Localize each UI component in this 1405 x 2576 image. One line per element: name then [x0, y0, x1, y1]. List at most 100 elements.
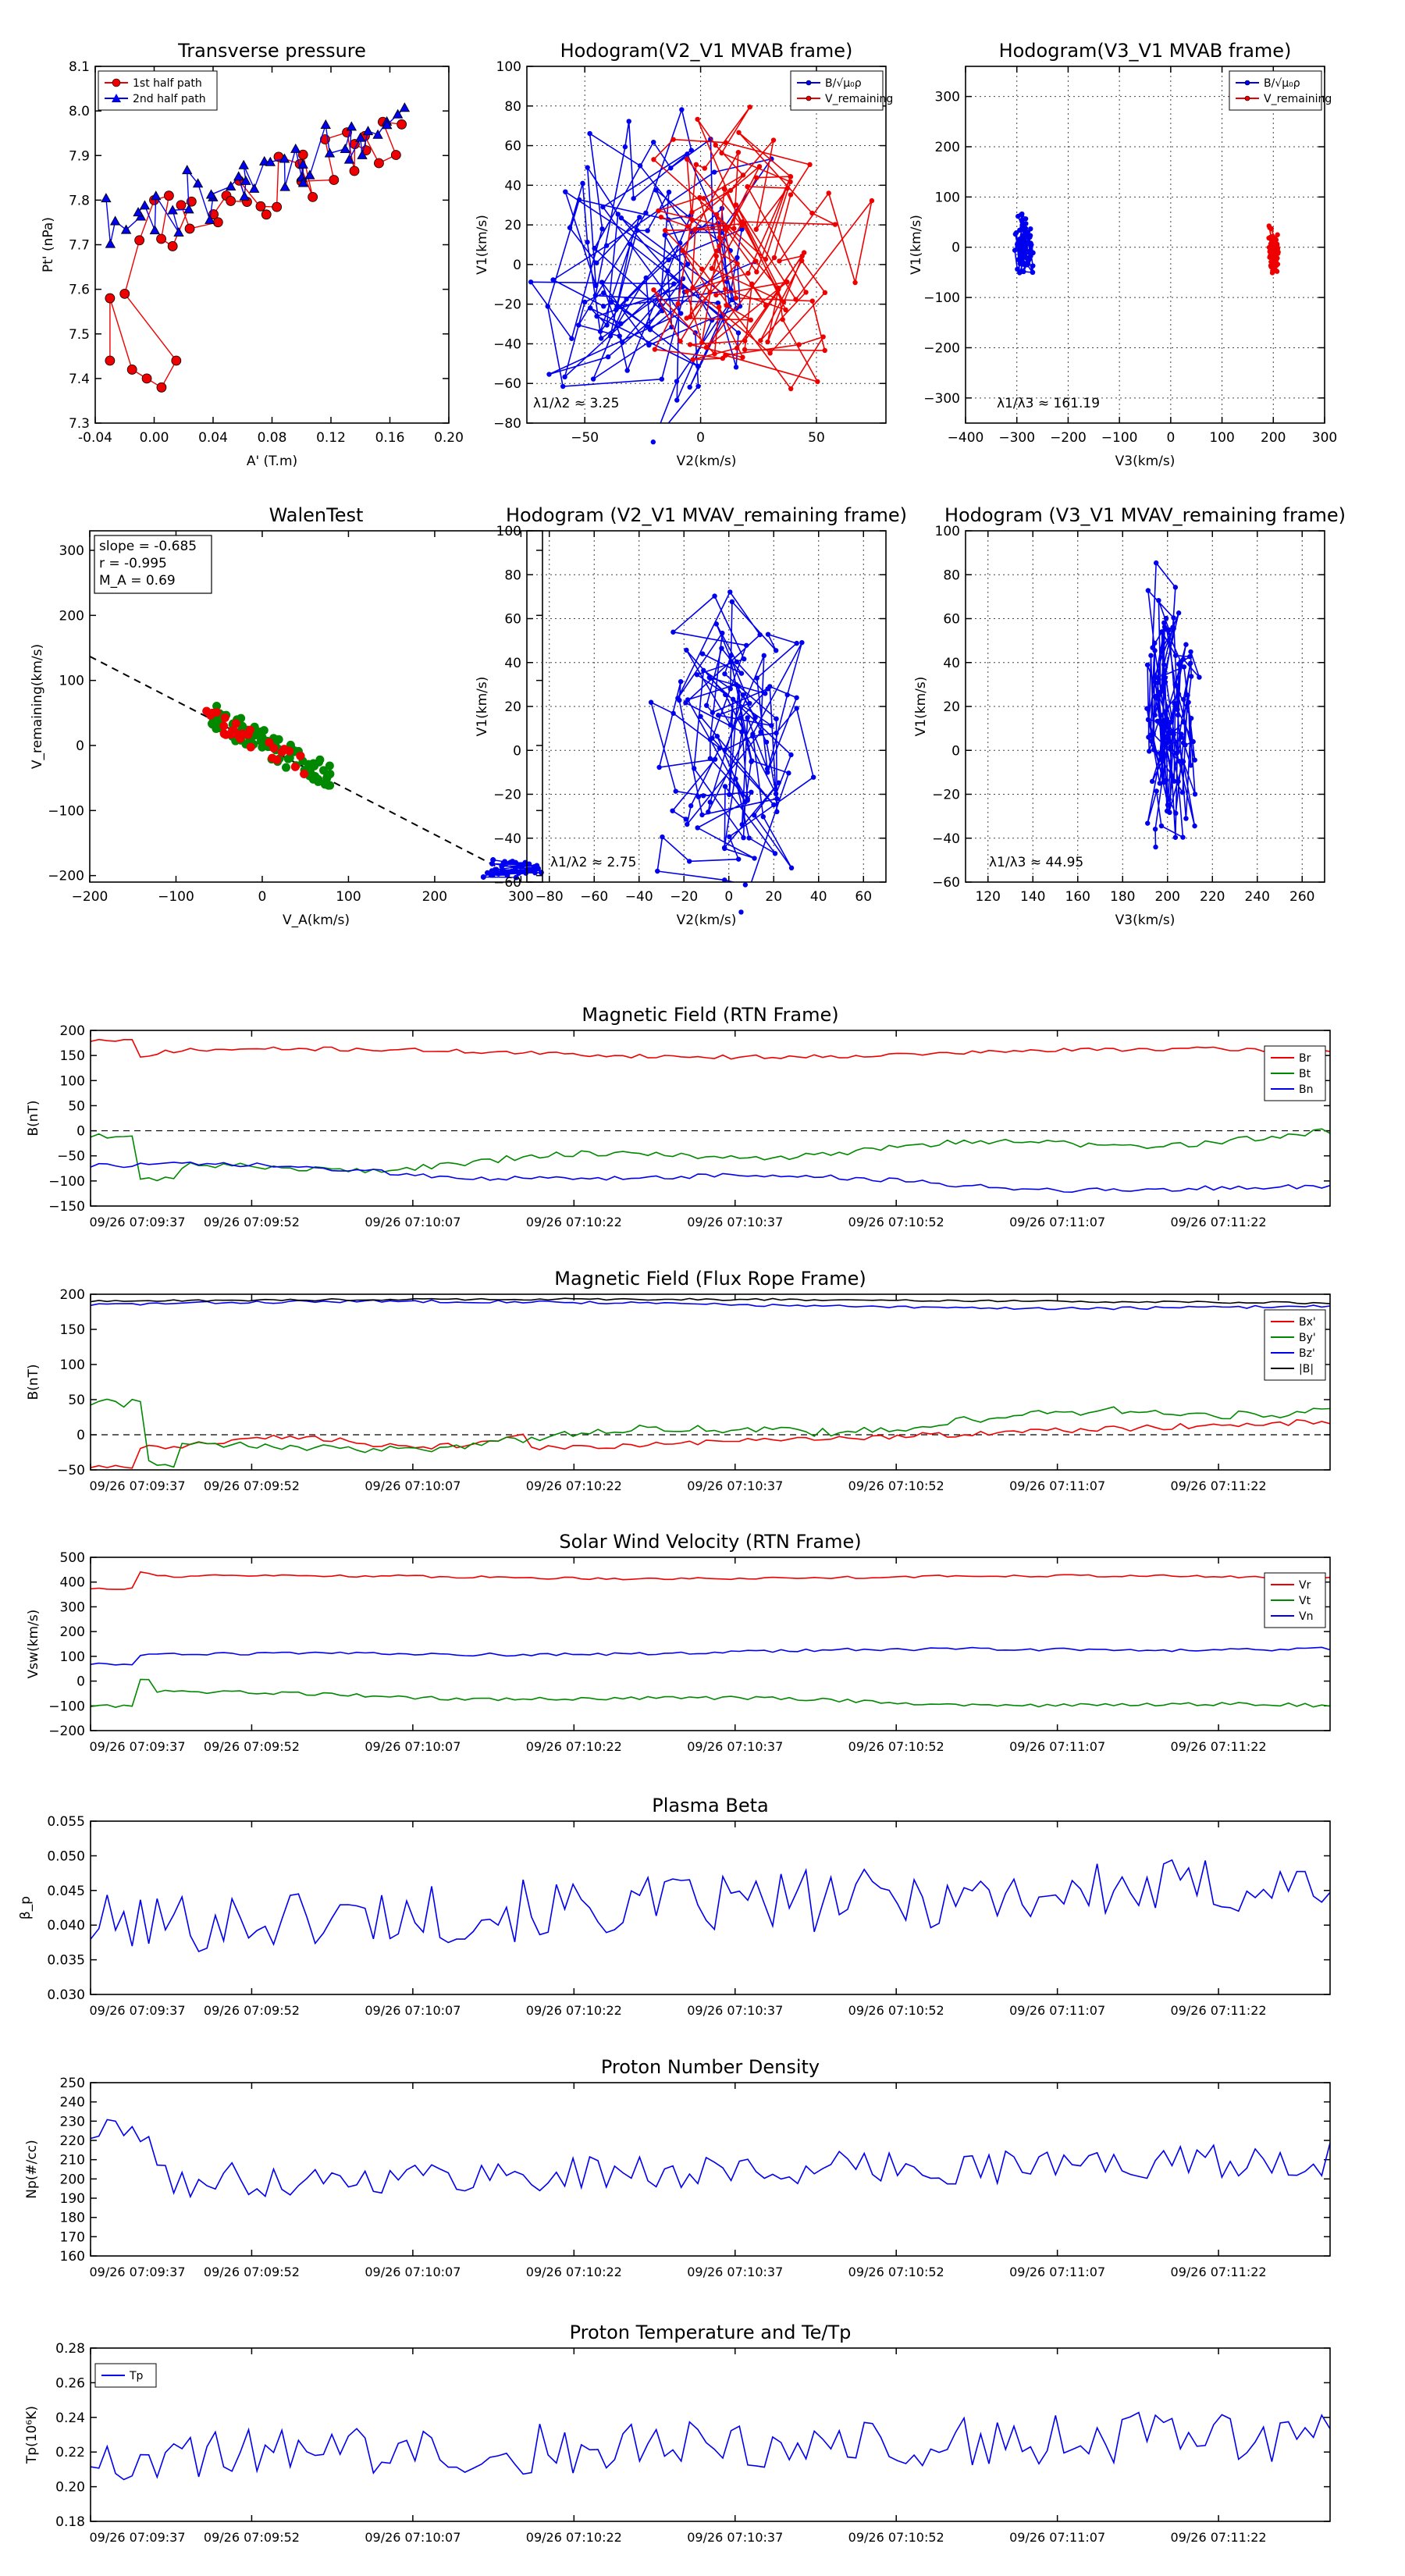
h4-xtick-label: 140 — [1020, 889, 1045, 905]
h1-series-b-marker — [622, 144, 628, 150]
walen-series-b-marker — [513, 874, 519, 881]
h3-series-b-marker — [688, 803, 694, 809]
h4-xtick-label: 240 — [1245, 889, 1270, 905]
h1-series-v-marker — [758, 338, 763, 343]
h1-series-b-marker — [618, 321, 624, 326]
h1-series-v-marker — [678, 339, 683, 344]
brtn-time-label: 09/26 07:10:07 — [365, 1215, 461, 1229]
bfr-time-label: 09/26 07:11:22 — [1171, 1478, 1267, 1493]
h1-series-v-marker — [721, 186, 727, 192]
h2-series-b-marker — [1030, 250, 1036, 256]
bfr-title: Magnetic Field (Flux Rope Frame) — [554, 1268, 866, 1290]
h4-series-b-marker — [1192, 757, 1197, 763]
h3-series-b-marker — [757, 632, 763, 638]
h1-series-b-marker — [635, 227, 640, 233]
pt-series-2nd-half-marker — [192, 178, 204, 188]
pt-series-2nd-half-marker — [205, 189, 217, 199]
walen-series-b-marker — [510, 859, 516, 865]
h1-series-v-marker — [799, 258, 805, 264]
h1-series-v-marker — [680, 248, 685, 254]
h4-series-b-marker — [1161, 780, 1167, 785]
h1-series-b-marker — [739, 226, 745, 232]
h4-series-b-marker — [1158, 823, 1165, 829]
h1-series-b-marker — [609, 300, 614, 305]
h3-series-b-marker — [699, 812, 705, 818]
np-ytick-label: 220 — [60, 2133, 85, 2149]
pt-series-2nd-half-marker — [109, 215, 121, 226]
h1-series-b-marker — [735, 254, 740, 261]
bfr-frame — [90, 1293, 1331, 1471]
h4-series-b-marker — [1171, 731, 1176, 738]
brtn-time-label: 09/26 07:09:52 — [204, 1215, 300, 1229]
h1-series-v-marker — [699, 266, 705, 272]
h4-series-b-marker — [1152, 694, 1158, 699]
h2-series-v-marker — [1271, 236, 1276, 241]
h1-ytick-label: 40 — [504, 178, 521, 194]
np-ytick-label: 240 — [60, 2095, 85, 2111]
h1-series-b-marker — [643, 210, 649, 216]
h4-series-b-marker — [1151, 731, 1156, 737]
h1-series-b-marker — [674, 397, 680, 403]
h2-series-b-marker — [1021, 269, 1026, 275]
walen-ytick-label: −200 — [48, 869, 84, 884]
walen-series-b-marker — [516, 870, 522, 877]
brtn-time-label: 09/26 07:09:37 — [89, 1215, 185, 1229]
h4-series-b-marker — [1156, 597, 1161, 603]
h2-xtick-label: 0 — [1166, 430, 1175, 446]
np-frame — [90, 2082, 1331, 2257]
h1-series-v-marker — [770, 137, 777, 143]
h3-series-b — [649, 590, 815, 882]
brtn-series-bt — [90, 1128, 1331, 1182]
h3-series-b-marker — [700, 793, 706, 799]
h2-series-b-marker — [1015, 266, 1020, 272]
h2-series-b-marker — [1020, 260, 1026, 265]
tp-legend: Tp — [94, 2363, 157, 2388]
vsw-series-vr — [90, 1571, 1331, 1590]
h1-series-v-marker — [749, 281, 755, 286]
brtn-time-label: 09/26 07:10:52 — [848, 1215, 944, 1229]
h3-annotation: λ1/λ2 ≈ 2.75 — [550, 855, 636, 870]
h3-series-b-marker — [738, 715, 744, 720]
h2-ytick-label: 100 — [935, 190, 960, 205]
h1-series-v-marker — [684, 156, 690, 162]
h3-series-b-marker — [774, 809, 780, 815]
tp-ytick-label: 0.28 — [55, 2341, 85, 2357]
np-ytick-label: 200 — [60, 2172, 85, 2187]
tp-ytick-label: 0.22 — [55, 2445, 85, 2460]
h1-series-v-marker — [670, 137, 676, 142]
pt-series-1st-half-marker — [255, 201, 266, 212]
h3-ytick-label: 100 — [496, 524, 521, 539]
walen-series-b-marker — [502, 859, 508, 865]
h1-series-v-marker — [745, 183, 750, 190]
h4-series-b-marker — [1181, 664, 1187, 670]
h1-ytick-label: 0 — [513, 258, 521, 273]
walen-point-green — [325, 761, 334, 770]
h3-series-b-marker — [741, 834, 746, 841]
h1-series-b-marker — [624, 368, 630, 373]
walen-xtick-label: 0 — [258, 889, 267, 905]
h1-series-b-marker — [687, 384, 692, 390]
pt-series-2nd-half-marker — [297, 158, 308, 169]
h1-series-b-marker — [585, 165, 590, 170]
h1-series-v-marker — [815, 379, 820, 385]
tp-frame — [90, 2347, 1331, 2522]
h3-series-b-marker — [745, 715, 750, 720]
h1-series-v-marker — [695, 116, 700, 122]
pt-series-1st-half-marker — [272, 201, 283, 212]
walen-point-red — [220, 713, 229, 723]
h2-ytick-label: 0 — [951, 240, 960, 256]
h1-series-v-marker — [712, 351, 717, 357]
vsw-title: Solar Wind Velocity (RTN Frame) — [559, 1531, 861, 1553]
bfr-legend-label: |B| — [1299, 1363, 1314, 1375]
h2-series-b-marker — [1021, 254, 1027, 260]
pt-series-1st-half-marker — [105, 355, 116, 366]
beta-series — [90, 1859, 1331, 1953]
pt-series-1st-half-marker — [226, 196, 237, 206]
bfr-ylabel: B(nT) — [26, 1364, 41, 1400]
h4-series-b-marker — [1176, 759, 1183, 764]
h4-xtick-label: 180 — [1110, 889, 1135, 905]
h1-series-v-marker — [788, 174, 794, 180]
walen-point-red — [231, 719, 240, 728]
h2-series-v-marker — [1273, 253, 1279, 259]
